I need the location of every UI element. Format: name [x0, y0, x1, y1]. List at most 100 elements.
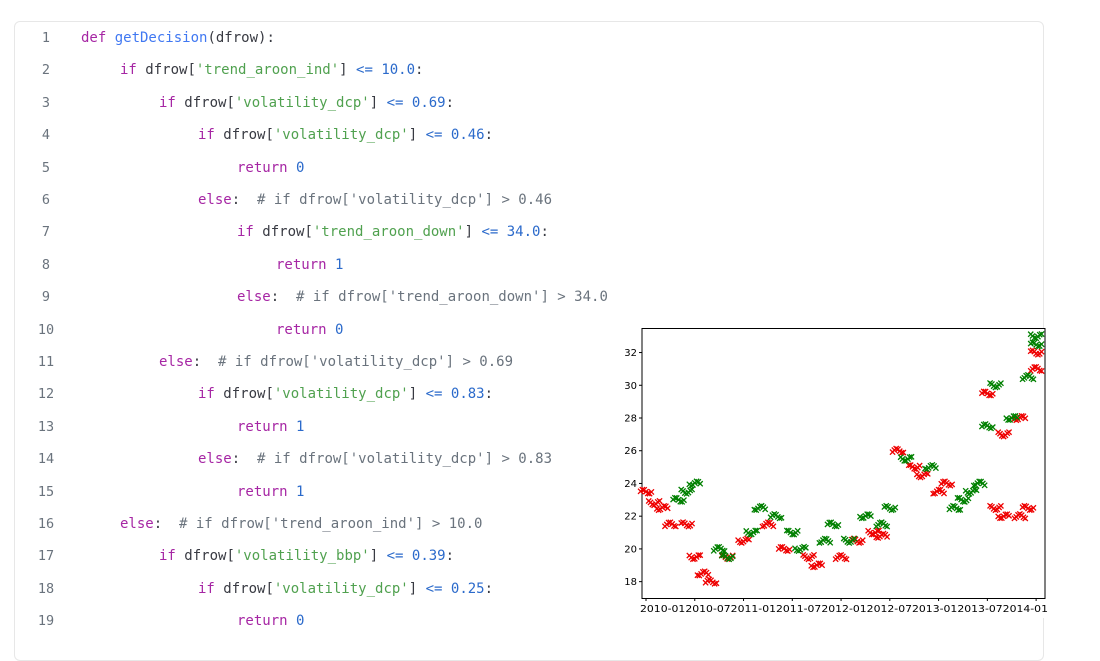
data-point [888, 507, 895, 514]
code-line: 2 if dfrow['trend_aroon_ind'] <= 10.0: [15, 54, 1043, 86]
data-point [713, 580, 720, 587]
data-point [821, 535, 828, 542]
data-point [959, 498, 967, 505]
code-text: if dfrow['volatility_dcp'] <= 0.46: [198, 119, 493, 151]
data-point [1036, 367, 1043, 374]
data-point [711, 580, 718, 587]
data-point [752, 527, 759, 534]
code-line: 3 if dfrow['volatility_dcp'] <= 0.69: [15, 87, 1043, 119]
chart-svg: 18 20 22 24 26 28 30 32 2010-012010-072011-01201… [624, 328, 1048, 615]
data-point [1005, 512, 1013, 519]
data-point [986, 392, 993, 399]
code-token: else [120, 516, 154, 532]
data-point [935, 486, 942, 493]
code-line: 4 if dfrow['volatility_dcp'] <= 0.46: [15, 119, 1043, 151]
code-line: 8 return 1 [15, 249, 1043, 281]
data-point [670, 522, 678, 530]
data-point [664, 505, 671, 512]
code-token: 0.25 [450, 580, 485, 597]
data-point [930, 490, 937, 497]
code-token: <= [386, 548, 412, 565]
data-point [1038, 330, 1045, 338]
data-point [762, 506, 769, 513]
code-token: return [237, 159, 297, 176]
code-token: dfrow[ [223, 127, 274, 144]
data-point [688, 520, 696, 527]
code-token: <= [425, 386, 451, 403]
scatter-chart: 18 20 22 24 26 28 30 32 2010-012010-072011-01201… [620, 328, 1050, 618]
data-point [753, 527, 761, 534]
data-point [1036, 331, 1043, 338]
line-number: 15 [37, 483, 55, 500]
code-token: if [198, 386, 224, 403]
code-token: 34.0 [506, 224, 541, 241]
data-point [1021, 502, 1028, 509]
code-text: else: # if dfrow['volatility_dcp'] > 0.6… [159, 346, 513, 378]
code-token: : [484, 386, 494, 403]
data-point [884, 523, 891, 530]
code-token: def [81, 30, 115, 46]
y-tick-label: 22 [624, 512, 637, 523]
data-point [893, 445, 900, 452]
data-point [776, 515, 783, 522]
data-point [826, 519, 833, 526]
code-token: ] [464, 224, 482, 241]
data-point [875, 527, 883, 534]
data-point [867, 513, 874, 520]
data-point [1014, 414, 1021, 421]
code-token: getDecision [114, 30, 208, 46]
data-point [1026, 507, 1033, 514]
code-text: return 1 [276, 249, 343, 281]
code-token: 'volatility_dcp' [273, 386, 409, 403]
code-token: 1 [335, 256, 344, 273]
data-point [843, 556, 850, 563]
data-point [989, 390, 996, 397]
code-token: if [198, 127, 224, 144]
data-point [856, 539, 863, 546]
code-text: if dfrow['volatility_bbp'] <= 0.39: [159, 540, 454, 572]
data-point [940, 490, 948, 497]
plot-area [641, 328, 1046, 599]
code-token: return [276, 256, 336, 273]
data-point [900, 449, 907, 456]
code-line: 19 return 0 [15, 605, 1043, 637]
code-token: : [484, 127, 494, 144]
code-token: 10.0 [381, 62, 416, 79]
line-number: 12 [37, 386, 55, 403]
data-point [1002, 511, 1009, 518]
code-line: 11 else: # if dfrow['volatility_dcp'] > 0… [15, 346, 1043, 378]
code-token: ] [369, 548, 387, 565]
data-point [764, 519, 771, 526]
code-text: return 0 [237, 605, 304, 637]
x-tick-labels: 2010-012010-072011-012011-072012-012012-… [640, 604, 1048, 615]
data-point [714, 544, 721, 551]
data-point [783, 527, 790, 534]
code-token: ] [369, 94, 387, 111]
data-point [1031, 364, 1038, 371]
code-token: <= [481, 224, 507, 241]
line-number: 4 [41, 127, 51, 144]
data-point [694, 572, 701, 579]
code-line: 15 return 1 [15, 476, 1043, 508]
code-token: : [192, 354, 219, 370]
code-token: else [198, 451, 232, 468]
code-token: # if dfrow['volatility_dcp'] > 0.46 [257, 192, 553, 208]
y-tick-label: 24 [624, 479, 637, 490]
data-point [644, 490, 651, 497]
code-token: : [445, 548, 455, 565]
data-point [916, 462, 923, 469]
data-point [868, 531, 875, 538]
data-point [864, 511, 871, 518]
code-token: ] [408, 127, 426, 144]
code-token: <= [425, 127, 451, 144]
code-token: 'trend_aroon_down' [312, 224, 465, 241]
code-text: return 0 [276, 314, 343, 346]
code-line: 7 if dfrow['trend_aroon_down'] <= 34.0: [15, 216, 1043, 248]
code-token: dfrow[ [262, 224, 313, 241]
code-token: # if dfrow['trend_aroon_ind'] > 10.0 [179, 516, 483, 532]
data-point [751, 506, 758, 513]
data-point [835, 521, 842, 529]
code-token: dfrow[ [184, 94, 235, 111]
data-point [810, 551, 818, 558]
data-point [997, 502, 1004, 509]
